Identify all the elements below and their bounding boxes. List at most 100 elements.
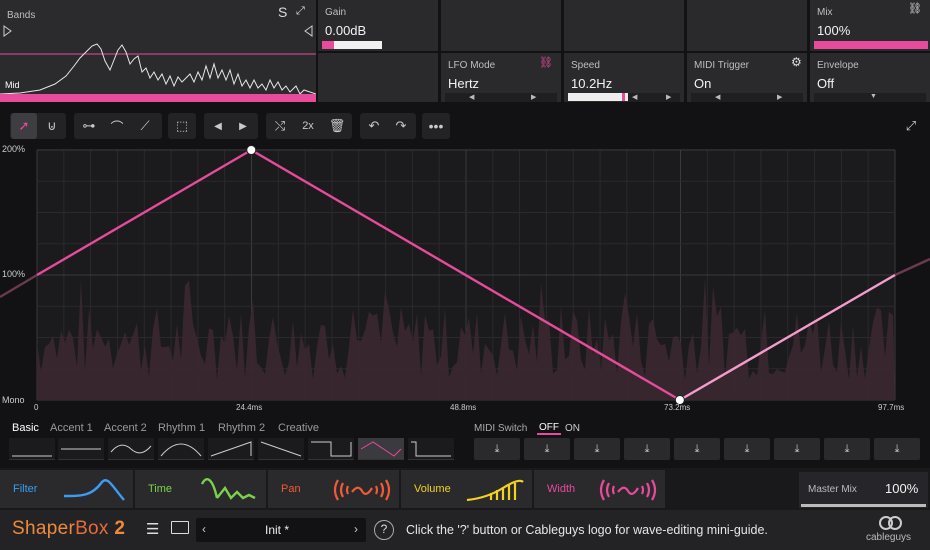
undo-icon[interactable]: ↶ xyxy=(368,118,380,133)
tab-creative[interactable]: Creative xyxy=(278,422,319,434)
select-box-icon[interactable]: ⬚ xyxy=(175,118,189,133)
shape-saw[interactable] xyxy=(208,438,254,460)
midi-trigger-arrows[interactable]: ◀ ▶ xyxy=(691,93,803,102)
waveform-fill xyxy=(37,277,895,400)
envelope-panel[interactable]: Envelope Off ▼ xyxy=(810,53,930,102)
curve-point[interactable] xyxy=(246,145,257,155)
shape-ramp-down[interactable] xyxy=(258,438,304,460)
band-spectrum xyxy=(0,25,316,95)
tab-rhythm-2[interactable]: Rhythm 2 xyxy=(218,422,266,434)
empty-slot-3 xyxy=(564,0,684,51)
link-icon[interactable]: ⛓ xyxy=(539,57,553,69)
lfo-mode-value: Hertz xyxy=(448,76,480,91)
gain-slider[interactable] xyxy=(322,41,382,49)
tool-group-select xyxy=(168,113,196,139)
master-mix-label: Master Mix xyxy=(808,484,857,495)
next-icon[interactable]: ▶ xyxy=(239,120,247,132)
preset-next-icon[interactable]: › xyxy=(354,522,358,536)
waveform-editor[interactable] xyxy=(0,145,930,415)
gain-label: Gain xyxy=(325,7,347,18)
fullscreen-icon[interactable]: ⤢ xyxy=(905,118,917,133)
download-slot-4[interactable]: ⤓ xyxy=(624,438,670,460)
master-mix-value: 100% xyxy=(885,481,919,496)
bands-panel[interactable]: Bands S ⤢ Mid xyxy=(0,0,316,102)
link-icon[interactable]: ⛓ xyxy=(908,3,922,15)
slope-tool-icon[interactable]: ⟋ xyxy=(140,118,150,133)
lfo-mode-arrows[interactable]: ◀ ▶ xyxy=(445,93,557,102)
shaperbox-logo[interactable]: ShaperBox 2 xyxy=(12,518,125,540)
shape-triangle[interactable] xyxy=(358,438,404,460)
midi-switch-off[interactable]: OFF xyxy=(537,422,561,435)
master-mix-slider[interactable] xyxy=(801,504,926,507)
speed-panel[interactable]: Speed 10.2Hz ◀ ▶ xyxy=(564,53,684,102)
help-button[interactable]: ? xyxy=(374,520,394,540)
lfo-curve[interactable] xyxy=(0,145,930,405)
download-slot-7[interactable]: ⤓ xyxy=(774,438,820,460)
module-volume-label: Volume xyxy=(414,483,451,495)
filter-icon xyxy=(63,479,125,501)
magnet-icon[interactable]: ⊍ xyxy=(47,118,57,133)
trash-icon[interactable]: 🗑 xyxy=(328,118,346,133)
midi-trigger-panel[interactable]: MIDI Trigger ⚙ On ◀ ▶ xyxy=(687,53,807,102)
preset-selector[interactable]: ‹ Init * › xyxy=(196,518,366,542)
pointer-tool[interactable]: ➚ xyxy=(11,113,37,139)
shape-step[interactable] xyxy=(408,438,454,460)
x-tick-0: 0 xyxy=(34,403,39,412)
band-selected-bar xyxy=(0,94,316,102)
tab-rhythm-1[interactable]: Rhythm 1 xyxy=(158,422,206,434)
curve-segment xyxy=(36,148,252,277)
preset-prev-icon[interactable]: ‹ xyxy=(202,522,206,536)
module-width[interactable]: Width xyxy=(534,470,665,508)
tab-accent-2[interactable]: Accent 2 xyxy=(104,422,147,434)
envelope-dropdown[interactable]: ▼ xyxy=(814,93,926,102)
speed-value: 10.2Hz xyxy=(571,76,613,91)
shape-flat-low[interactable] xyxy=(9,438,55,460)
tab-accent-1[interactable]: Accent 1 xyxy=(50,422,93,434)
download-slot-1[interactable]: ⤓ xyxy=(474,438,520,460)
empty-slot-2 xyxy=(441,0,561,51)
download-slot-8[interactable]: ⤓ xyxy=(824,438,870,460)
download-slot-6[interactable]: ⤓ xyxy=(724,438,770,460)
speed-slider[interactable] xyxy=(568,93,628,101)
curve-point[interactable] xyxy=(674,395,685,405)
speed-arrows[interactable]: ◀ ▶ xyxy=(628,93,680,102)
gear-icon[interactable]: ⚙ xyxy=(791,55,802,69)
module-pan[interactable]: Pan xyxy=(268,470,399,508)
redo-icon[interactable]: ↷ xyxy=(395,118,407,133)
module-volume[interactable]: Volume xyxy=(401,470,532,508)
mix-slider[interactable] xyxy=(814,41,928,49)
pan-icon xyxy=(333,479,391,501)
speed-label: Speed xyxy=(571,60,600,71)
shape-sine[interactable] xyxy=(108,438,154,460)
download-slot-2[interactable]: ⤓ xyxy=(524,438,570,460)
prev-icon[interactable]: ◀ xyxy=(214,120,222,132)
download-slot-5[interactable]: ⤓ xyxy=(674,438,720,460)
shuffle-icon[interactable]: ⤭ xyxy=(274,118,286,133)
tab-basic[interactable]: Basic xyxy=(12,422,39,434)
module-filter[interactable]: Filter xyxy=(0,470,133,508)
multiply-button[interactable]: 2x xyxy=(302,120,314,132)
mix-panel[interactable]: Mix ⛓ 100% xyxy=(810,0,930,51)
expand-icon[interactable]: ⤢ xyxy=(296,5,305,17)
lfo-mode-panel[interactable]: LFO Mode ⛓ Hertz ◀ ▶ xyxy=(441,53,561,102)
shape-sine-2[interactable] xyxy=(158,438,204,460)
cableguys-text: cableguys xyxy=(866,532,912,543)
download-slot-9[interactable]: ⤓ xyxy=(874,438,920,460)
cableguys-logo[interactable]: cableguys xyxy=(866,514,916,546)
curve-extension-right xyxy=(894,257,930,277)
master-mix-panel[interactable]: Master Mix 100% xyxy=(799,472,928,508)
tool-group-curves xyxy=(74,113,162,139)
module-time[interactable]: Time xyxy=(135,470,266,508)
gain-panel[interactable]: Gain 0.00dB xyxy=(318,0,438,51)
midi-switch-on[interactable]: ON xyxy=(565,423,580,434)
shape-flat-mid[interactable] xyxy=(58,438,104,460)
curve-tool-icon[interactable]: ⌒ xyxy=(110,119,124,135)
download-slot-3[interactable]: ⤓ xyxy=(574,438,620,460)
line-tool-icon[interactable]: ⊶ xyxy=(82,118,96,133)
folder-icon[interactable] xyxy=(171,521,189,534)
module-time-label: Time xyxy=(148,483,173,495)
shape-square[interactable] xyxy=(308,438,354,460)
menu-icon[interactable]: ☰ xyxy=(146,521,160,538)
more-icon[interactable]: ••• xyxy=(428,118,444,134)
solo-button[interactable]: S xyxy=(278,4,288,20)
